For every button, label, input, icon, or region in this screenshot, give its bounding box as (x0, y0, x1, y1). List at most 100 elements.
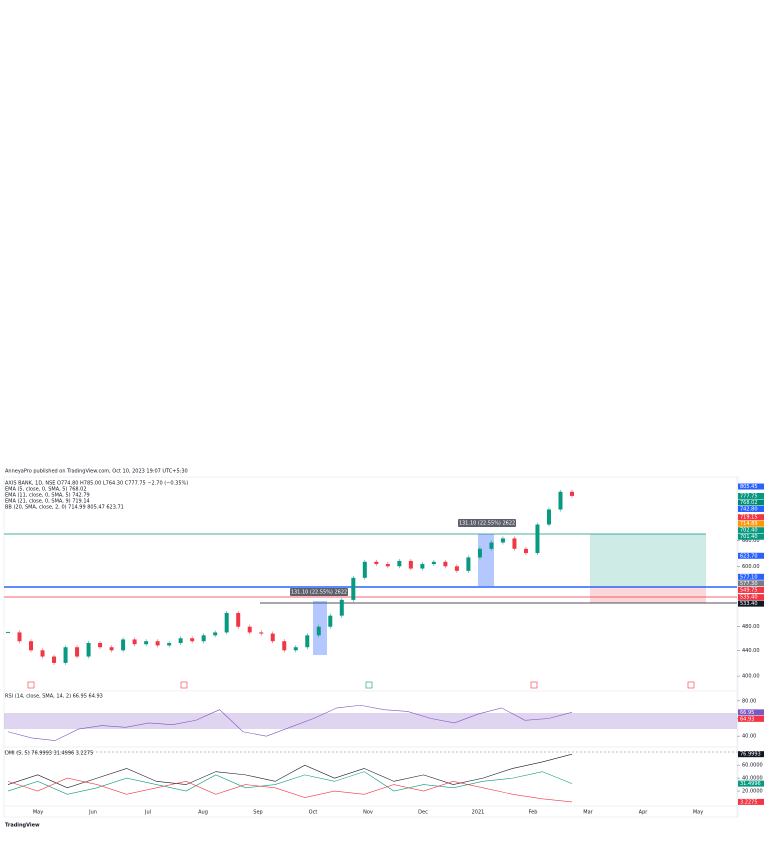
value-tag-label: 64.93 (740, 716, 754, 722)
price-tag-label: 549.75 (740, 587, 758, 593)
candle (155, 641, 160, 646)
price-tag-label: 742.80 (740, 507, 758, 513)
candle (259, 632, 264, 634)
price-tag: 701.40 (738, 533, 764, 540)
candle (167, 643, 172, 646)
candle (466, 557, 471, 571)
candle (98, 643, 103, 648)
candle (535, 524, 540, 554)
x-tick-label: 2021 (472, 810, 485, 816)
value-tag: 76.9993 (738, 751, 764, 758)
candle (86, 643, 91, 657)
price-tag-bg (738, 514, 764, 521)
earnings-marker (180, 681, 188, 689)
candle (512, 538, 517, 549)
value-tag-label: 31.4996 (740, 781, 761, 787)
rsi-line (7, 704, 573, 741)
publish-note: AnneyaPro published on TradingView.com, … (5, 469, 188, 475)
price-tag-bg (738, 600, 764, 607)
price-tag-label: 701.40 (740, 534, 758, 540)
candle (29, 641, 34, 651)
candle (489, 542, 494, 549)
candle (224, 612, 229, 633)
price-tag-label: 714.89 (740, 521, 758, 527)
y-tick-label: 600.00 (742, 564, 760, 570)
value-tag: 66.95 (738, 709, 764, 716)
y-tick-label: 400.00 (742, 674, 760, 680)
candle (397, 560, 402, 567)
dmi-line (7, 777, 573, 803)
footer-logo: TradingView (5, 823, 40, 829)
price-tag: 714.89 (738, 520, 764, 527)
x-tick-label: Aug (198, 810, 208, 816)
price-tag: 577.10 (738, 573, 764, 580)
price-tag-bg (738, 520, 764, 527)
earnings-marker (27, 681, 35, 689)
candle (305, 635, 310, 648)
candle (443, 561, 448, 567)
candle (178, 638, 183, 644)
candle (121, 639, 126, 651)
candle (75, 647, 80, 657)
legend-line: EMA (5, close, 0, SMA, 5) 768.02 (5, 487, 87, 493)
price-tag-label: 535.40 (740, 595, 758, 601)
price-tag-bg (738, 573, 764, 580)
price-tag-label: 623.70 (740, 553, 758, 559)
price-tag-bg (738, 499, 764, 506)
candle (339, 599, 344, 616)
candle (362, 561, 367, 578)
dmi-legend: DMI (5, 5) 76.9993 31.4996 3.2275 (5, 751, 93, 757)
price-tag-label: 533.40 (740, 601, 758, 607)
candle (546, 509, 551, 525)
x-tick-label: Nov (363, 810, 373, 816)
long-position-target (590, 534, 706, 587)
y-tick-label: 40.0000 (742, 776, 763, 782)
price-tag: 535.40 (738, 594, 764, 601)
value-tag-bg (738, 709, 764, 716)
candle (385, 564, 390, 567)
earnings-marker (530, 681, 538, 689)
price-tag-label: 805.45 (740, 484, 758, 490)
y-tick-label: 80.00 (742, 698, 756, 704)
price-tag: 623.70 (738, 552, 764, 559)
price-tag-bg (738, 594, 764, 601)
value-tag: 3.2275 (738, 798, 764, 805)
price-tag: 549.75 (738, 586, 764, 593)
y-tick-label: 660.00 (742, 538, 760, 544)
candle (454, 566, 459, 571)
candle (63, 647, 68, 663)
price-tag-label: 768.02 (740, 500, 758, 506)
measure-label: 131.10 (22.55%) 2622 (291, 590, 347, 596)
candle (374, 561, 379, 565)
candle (570, 491, 574, 496)
earnings-marker (687, 681, 695, 689)
candle (40, 650, 45, 657)
candle (17, 632, 22, 642)
price-tag-bg (738, 586, 764, 593)
x-tick-label: May (693, 810, 703, 816)
legend-line: BB (20, SMA, close, 2, 0) 714.99 805.47 … (5, 505, 124, 511)
measure-box (458, 519, 516, 527)
price-tag-label: 702.40 (740, 528, 758, 534)
measure-box (290, 588, 348, 596)
price-tag: 742.80 (738, 506, 764, 513)
value-tag-bg (738, 751, 764, 758)
price-tag-label: 777.75 (740, 494, 758, 500)
candle (109, 647, 114, 651)
x-tick-label: Sep (253, 810, 262, 816)
price-tag-bg (738, 506, 764, 513)
value-tag-bg (738, 715, 764, 722)
candle (500, 538, 505, 543)
legend-line: EMA (21, close, 0, SMA, 9) 719.14 (5, 499, 90, 505)
price-tag-bg (738, 533, 764, 540)
price-tag: 768.02 (738, 499, 764, 506)
candle (316, 626, 321, 636)
candle (408, 560, 413, 569)
price-tag: 702.40 (738, 527, 764, 534)
y-tick-label: 60.0000 (742, 763, 763, 769)
x-tick-label: Jun (88, 810, 97, 816)
x-tick-label: Dec (418, 810, 428, 816)
candle (558, 491, 563, 510)
